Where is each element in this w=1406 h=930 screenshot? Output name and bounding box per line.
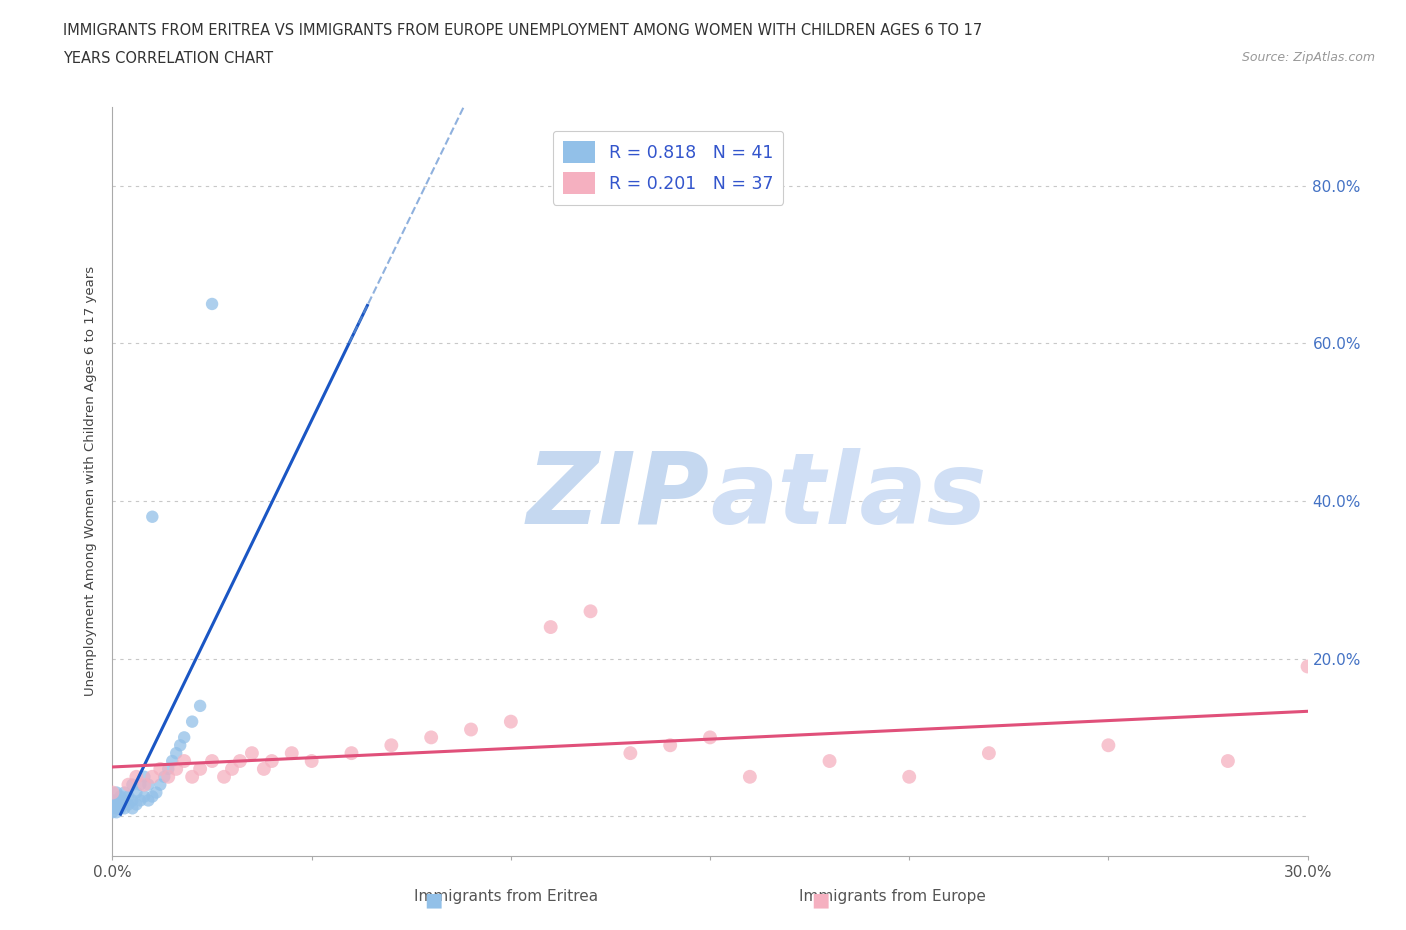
Point (141, 769, 163, 784)
Point (121, 793, 143, 808)
Point (153, 769, 176, 784)
Point (114, 793, 135, 808)
Point (253, 762, 276, 777)
Point (281, 746, 304, 761)
Point (129, 777, 152, 792)
Text: Immigrants from Europe: Immigrants from Europe (800, 889, 986, 904)
Point (157, 762, 180, 777)
Point (149, 762, 172, 777)
Point (110, 801, 132, 816)
Point (380, 737, 402, 752)
Point (260, 753, 283, 768)
Text: ZIP: ZIP (527, 447, 710, 545)
Point (1216, 753, 1239, 768)
Point (699, 730, 721, 745)
Text: Immigrants from Eritrea: Immigrants from Eritrea (415, 889, 598, 904)
Text: YEARS CORRELATION CHART: YEARS CORRELATION CHART (63, 51, 273, 66)
Point (105, 797, 128, 812)
Point (499, 714, 522, 729)
Point (117, 797, 139, 812)
Point (101, 804, 124, 819)
Point (221, 762, 243, 777)
Point (149, 777, 172, 792)
Point (101, 793, 124, 808)
Point (201, 753, 224, 768)
Point (125, 769, 148, 784)
Point (229, 753, 252, 768)
Point (105, 801, 128, 816)
Point (105, 804, 128, 819)
Point (173, 730, 195, 745)
Text: IMMIGRANTS FROM ERITREA VS IMMIGRANTS FROM EUROPE UNEMPLOYMENT AMONG WOMEN WITH : IMMIGRANTS FROM ERITREA VS IMMIGRANTS FR… (63, 23, 983, 38)
Point (117, 777, 139, 792)
Point (110, 797, 132, 812)
Point (1097, 737, 1119, 752)
Point (134, 777, 156, 792)
Text: atlas: atlas (710, 447, 987, 545)
Point (117, 789, 139, 804)
Point (188, 762, 211, 777)
Point (240, 746, 263, 761)
Point (340, 746, 363, 761)
Text: ■: ■ (811, 891, 830, 910)
Point (169, 737, 191, 752)
Point (659, 737, 682, 752)
Point (114, 801, 135, 816)
Point (114, 785, 135, 800)
Point (157, 769, 180, 784)
Point (134, 769, 156, 784)
Point (141, 510, 163, 525)
Point (101, 801, 124, 816)
Point (125, 797, 148, 812)
Point (101, 797, 124, 812)
Point (105, 793, 128, 808)
Point (105, 785, 128, 800)
Point (165, 746, 187, 761)
Point (579, 604, 602, 618)
Point (201, 297, 224, 312)
Point (101, 785, 124, 800)
Point (977, 746, 1000, 761)
Point (181, 769, 204, 784)
Text: ■: ■ (425, 891, 443, 910)
Point (898, 769, 921, 784)
Point (540, 619, 562, 634)
Point (212, 769, 235, 784)
Point (138, 793, 160, 808)
Point (181, 714, 204, 729)
Point (738, 769, 761, 784)
Point (121, 777, 143, 792)
Point (134, 789, 156, 804)
Point (110, 789, 132, 804)
Point (301, 753, 323, 768)
Text: Source: ZipAtlas.com: Source: ZipAtlas.com (1241, 51, 1375, 64)
Point (460, 722, 482, 737)
Point (145, 785, 167, 800)
Y-axis label: Unemployment Among Women with Children Ages 6 to 17 years: Unemployment Among Women with Children A… (83, 266, 97, 697)
Point (619, 746, 641, 761)
Point (420, 730, 443, 745)
Point (165, 762, 187, 777)
Point (121, 801, 143, 816)
Point (818, 753, 841, 768)
Point (173, 753, 195, 768)
Point (138, 777, 160, 792)
Point (188, 698, 211, 713)
Point (141, 789, 163, 804)
Point (162, 753, 183, 768)
Point (125, 785, 148, 800)
Point (129, 793, 152, 808)
Legend: R = 0.818   N = 41, R = 0.201   N = 37: R = 0.818 N = 41, R = 0.201 N = 37 (553, 130, 783, 205)
Point (1296, 659, 1319, 674)
